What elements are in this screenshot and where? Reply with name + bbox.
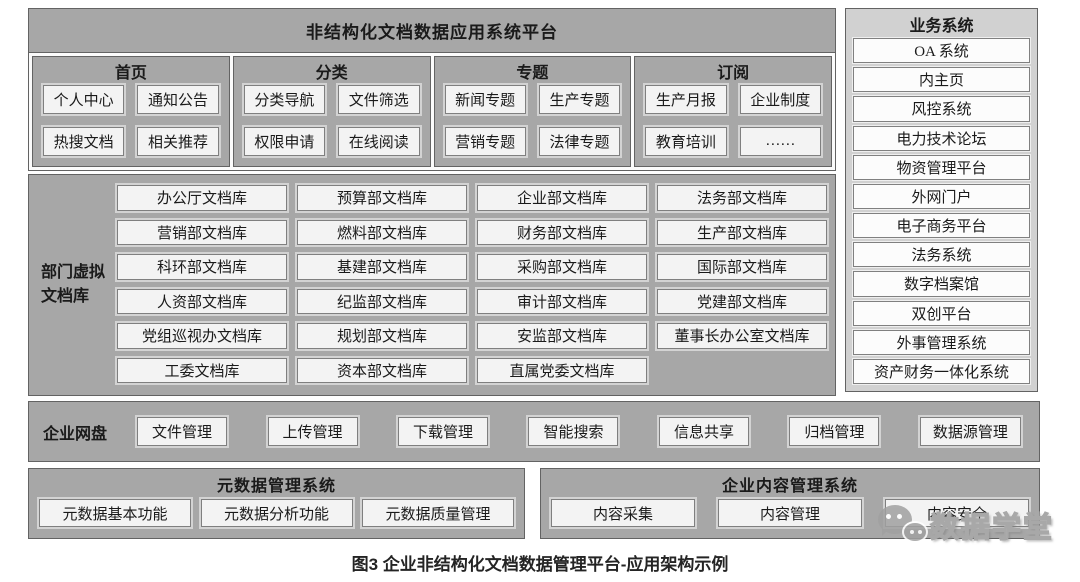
doc-library-button: 党建部文档库 — [657, 288, 827, 314]
module-button: 生产月报 — [645, 85, 727, 114]
doc-library-button: 基建部文档库 — [297, 254, 467, 280]
doc-library-button: 企业部文档库 — [477, 185, 647, 211]
doc-library-button: 国际部文档库 — [657, 254, 827, 280]
metadata-system-buttons: 元数据基本功能 元数据分析功能 元数据质量管理 — [29, 497, 524, 538]
business-systems-title: 业务系统 — [909, 17, 974, 35]
net-disk-button: 数据源管理 — [919, 417, 1021, 446]
net-disk-button: 智能搜索 — [528, 417, 619, 446]
net-disk-button: 信息共享 — [658, 417, 749, 446]
net-disk-button: 上传管理 — [267, 417, 358, 446]
column-category: 分类 分类导航 文件筛选 权限申请 在线阅读 — [232, 56, 431, 167]
doc-library-button: 预算部文档库 — [297, 185, 467, 211]
business-system-item: 内主页 — [853, 67, 1030, 93]
module-button: 新闻专题 — [444, 85, 526, 114]
doc-library-button: 审计部文档库 — [477, 288, 647, 314]
column-subscription-grid: 生产月报 企业制度 教育培训 …… — [635, 84, 831, 166]
column-home-grid: 个人中心 通知公告 热搜文档 相关推荐 — [33, 84, 229, 166]
metadata-button: 元数据分析功能 — [200, 499, 353, 527]
doc-library-button: 规划部文档库 — [297, 323, 467, 349]
doc-library-button: 党组巡视办文档库 — [117, 323, 287, 349]
business-system-item: 物资管理平台 — [853, 154, 1030, 180]
business-system-item: 法务系统 — [853, 242, 1030, 268]
business-system-item: OA 系统 — [853, 38, 1030, 64]
doc-library-button: 安监部文档库 — [477, 323, 647, 349]
doc-library-button: 财务部文档库 — [477, 219, 647, 245]
dept-library-box: 部门虚拟文档库 办公厅文档库 预算部文档库 企业部文档库 法务部文档库 营销部文… — [28, 174, 836, 396]
business-system-item: 电力技术论坛 — [853, 125, 1030, 151]
net-disk-box: 企业网盘 文件管理 上传管理 下载管理 智能搜索 信息共享 归档管理 数据源管理 — [28, 401, 1040, 462]
business-system-item: 外事管理系统 — [853, 329, 1030, 355]
column-category-header: 分类 — [315, 64, 348, 82]
platform-title: 非结构化文档数据应用系统平台 — [29, 9, 835, 53]
figure-caption: 图3 企业非结构化文档数据管理平台-应用架构示例 — [351, 555, 729, 574]
doc-library-button: 营销部文档库 — [117, 219, 287, 245]
content-system-box: 企业内容管理系统 内容采集 内容管理 内容安全 — [540, 468, 1040, 539]
metadata-button: 元数据质量管理 — [362, 499, 514, 527]
module-button: 通知公告 — [137, 85, 219, 114]
platform-box: 非结构化文档数据应用系统平台 首页 个人中心 通知公告 热搜文档 相关推荐 分类… — [28, 8, 836, 171]
business-system-item: 资产财务一体化系统 — [853, 358, 1030, 385]
doc-library-button: 资本部文档库 — [297, 357, 467, 383]
business-systems-panel: 业务系统 OA 系统 内主页 风控系统 电力技术论坛 物资管理平台 外网门户 电… — [845, 8, 1038, 392]
doc-library-button: 直属党委文档库 — [477, 357, 647, 383]
doc-library-button: 人资部文档库 — [117, 288, 287, 314]
column-subscription: 订阅 生产月报 企业制度 教育培训 …… — [634, 56, 832, 167]
module-button: 企业制度 — [739, 85, 821, 114]
module-button: 权限申请 — [243, 127, 326, 156]
column-subscription-header: 订阅 — [717, 64, 750, 82]
module-button: 热搜文档 — [43, 127, 125, 156]
business-system-item: 数字档案馆 — [853, 271, 1030, 297]
module-button: 个人中心 — [43, 85, 125, 114]
module-button: 文件筛选 — [338, 85, 420, 114]
net-disk-buttons: 文件管理 上传管理 下载管理 智能搜索 信息共享 归档管理 数据源管理 — [137, 417, 1021, 446]
column-topics-grid: 新闻专题 生产专题 营销专题 法律专题 — [435, 84, 631, 166]
metadata-system-title: 元数据管理系统 — [216, 477, 336, 495]
doc-library-button: 纪监部文档库 — [297, 288, 467, 314]
doc-library-button: 采购部文档库 — [477, 254, 647, 280]
module-button: …… — [739, 127, 821, 156]
doc-library-button: 法务部文档库 — [657, 185, 827, 211]
net-disk-label: 企业网盘 — [43, 425, 108, 443]
module-button: 法律专题 — [538, 127, 621, 156]
business-system-item: 双创平台 — [853, 300, 1030, 326]
doc-library-button: 科环部文档库 — [117, 254, 287, 280]
doc-library-button: 燃料部文档库 — [297, 219, 467, 245]
module-button: 教育培训 — [645, 127, 727, 156]
module-button: 分类导航 — [243, 85, 326, 114]
business-systems-list: OA 系统 内主页 风控系统 电力技术论坛 物资管理平台 外网门户 电子商务平台… — [846, 38, 1037, 391]
doc-library-button: 生产部文档库 — [657, 219, 827, 245]
business-system-item: 电子商务平台 — [853, 213, 1030, 239]
net-disk-button: 下载管理 — [397, 417, 488, 446]
column-home: 首页 个人中心 通知公告 热搜文档 相关推荐 — [32, 56, 230, 167]
module-button: 营销专题 — [444, 127, 526, 156]
business-system-item: 外网门户 — [853, 183, 1030, 210]
doc-library-button: 办公厅文档库 — [117, 185, 287, 211]
content-button: 内容采集 — [551, 499, 695, 527]
module-button: 生产专题 — [538, 85, 621, 114]
doc-library-button: 工委文档库 — [117, 357, 287, 383]
content-system-buttons: 内容采集 内容管理 内容安全 — [541, 497, 1039, 538]
net-disk-button: 文件管理 — [137, 417, 228, 446]
dept-library-label: 部门虚拟文档库 — [41, 264, 106, 305]
doc-library-button: 董事长办公室文档库 — [657, 323, 827, 349]
content-button: 内容安全 — [885, 499, 1029, 527]
metadata-button: 元数据基本功能 — [39, 499, 191, 527]
module-button: 相关推荐 — [137, 127, 219, 156]
column-topics-header: 专题 — [516, 64, 549, 82]
column-topics: 专题 新闻专题 生产专题 营销专题 法律专题 — [433, 56, 632, 167]
column-home-header: 首页 — [114, 64, 147, 82]
content-button: 内容管理 — [718, 499, 862, 527]
business-system-item: 风控系统 — [853, 96, 1030, 122]
net-disk-button: 归档管理 — [789, 417, 880, 446]
metadata-system-box: 元数据管理系统 元数据基本功能 元数据分析功能 元数据质量管理 — [28, 468, 525, 539]
column-category-grid: 分类导航 文件筛选 权限申请 在线阅读 — [234, 84, 430, 166]
dept-library-grid: 办公厅文档库 预算部文档库 企业部文档库 法务部文档库 营销部文档库 燃料部文档… — [117, 175, 835, 395]
module-button: 在线阅读 — [338, 127, 420, 156]
platform-columns: 首页 个人中心 通知公告 热搜文档 相关推荐 分类 分类导航 文件筛选 权限申请… — [29, 53, 835, 170]
content-system-title: 企业内容管理系统 — [721, 477, 858, 495]
